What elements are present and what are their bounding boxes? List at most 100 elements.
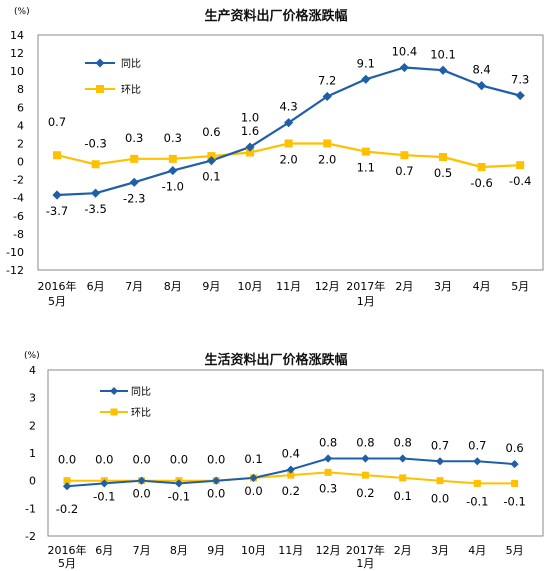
y-unit-label: (%): [24, 351, 40, 361]
y-tick-label: -2: [25, 530, 36, 543]
y-tick-label: 6: [17, 101, 24, 114]
y-tick-label: 0: [17, 156, 24, 169]
y-tick-label: 2: [17, 137, 24, 150]
data-point-mom: [436, 477, 444, 485]
data-label-mom: 0.3: [319, 481, 337, 495]
data-point-yoy: [477, 81, 487, 91]
data-point-mom: [324, 468, 332, 476]
x-tick-label: 2016年: [38, 279, 77, 293]
x-tick-label: 12月: [316, 544, 341, 557]
data-label-yoy: -0.2: [56, 502, 78, 516]
x-tick-label: 10月: [238, 280, 263, 293]
data-point-yoy: [52, 190, 62, 200]
y-tick-label: -1: [25, 502, 36, 515]
data-point-yoy: [361, 74, 371, 84]
x-tick-label: 11月: [276, 280, 301, 293]
data-label-mom: 0.6: [202, 125, 220, 139]
data-point-mom: [439, 153, 447, 162]
data-label-yoy: 0.7: [431, 438, 449, 452]
data-label-yoy: 7.2: [318, 73, 336, 87]
legend-marker-yoy: [95, 58, 105, 68]
data-label-yoy: 0.0: [207, 487, 225, 501]
data-point-mom: [511, 479, 519, 487]
y-axis-ticks: 4 3 2 1 0 -1 -2: [25, 364, 36, 543]
x-tick-label: 6月: [95, 544, 113, 557]
x-tick-label: 7月: [125, 280, 143, 293]
data-labels: -3.7 -3.5 -2.3 -1.0 0.1 1.6 4.3 7.2 9.1 10.4 10.1 8…: [46, 45, 532, 218]
series-markers: [52, 62, 525, 200]
data-point-mom: [361, 471, 369, 479]
data-label-yoy: -2.3: [123, 191, 145, 205]
data-label-mom: 0.2: [356, 486, 374, 500]
data-label-mom: 0.0: [132, 453, 150, 467]
data-point-yoy: [212, 476, 221, 485]
data-label-mom: 0.5: [434, 166, 452, 180]
legend-label-mom: 环比: [121, 84, 141, 96]
data-label-mom: 2.0: [279, 152, 297, 166]
y-tick-label: 4: [17, 119, 24, 132]
series-markers: [62, 454, 519, 491]
x-tick-label: 6月: [87, 280, 105, 293]
x-tick-label: 5月: [511, 280, 529, 293]
x-tick-label: 9月: [207, 544, 225, 557]
x-tick-label: 4月: [468, 544, 486, 557]
data-label-yoy: 4.3: [279, 100, 297, 114]
data-label-mom: 2.0: [318, 152, 336, 166]
x-tick-label-line2: 5月: [48, 295, 66, 308]
data-label-mom: -0.6: [470, 176, 492, 190]
data-point-mom: [287, 471, 295, 479]
legend-marker-mom: [96, 85, 104, 93]
x-tick-label: 2017年: [346, 279, 385, 293]
data-label-yoy: 0.8: [319, 436, 337, 450]
legend-label-yoy: 同比: [131, 386, 151, 398]
data-point-yoy: [473, 457, 482, 466]
data-point-yoy: [91, 188, 101, 198]
y-unit-label: (%): [14, 7, 30, 17]
data-point-yoy: [438, 65, 448, 75]
data-point-mom: [516, 161, 525, 170]
x-tick-label: 8月: [164, 280, 182, 293]
data-point-mom: [477, 162, 486, 171]
x-tick-label: 2月: [395, 280, 413, 293]
data-point-mom: [399, 474, 407, 482]
y-tick-label: -8: [13, 228, 24, 241]
data-label-mom: -0.1: [503, 494, 525, 508]
data-label-yoy: 0.8: [356, 436, 374, 450]
data-label-yoy: -1.0: [162, 180, 184, 194]
y-tick-label: 1: [29, 447, 36, 460]
x-tick-label: 2017年: [346, 543, 385, 557]
x-tick-label: 12月: [315, 280, 340, 293]
data-label-mom: 0.1: [394, 489, 412, 503]
legend-marker-mom: [110, 408, 118, 416]
data-label-mom: -0.3: [84, 136, 106, 150]
data-point-yoy: [62, 482, 72, 491]
data-label-yoy: -0.1: [168, 489, 190, 503]
x-tick-label: 2月: [394, 544, 412, 557]
x-tick-label: 3月: [434, 280, 452, 293]
x-tick-label: 7月: [133, 544, 151, 557]
data-label-yoy: 0.0: [132, 487, 150, 501]
data-label-yoy: 0.1: [202, 170, 220, 184]
y-tick-label: 14: [10, 29, 24, 42]
y-tick-label: 8: [17, 83, 24, 96]
data-label-mom: 0.3: [164, 131, 182, 145]
data-point-yoy: [168, 165, 178, 176]
data-label-yoy: 9.1: [357, 56, 375, 70]
x-tick-label: 4月: [473, 280, 491, 293]
data-label-yoy: 0.6: [505, 441, 523, 455]
x-tick-label-line2: 5月: [58, 557, 76, 570]
x-tick-label: 5月: [506, 544, 524, 557]
chart-title: 生活资料出厂价格涨跌幅: [204, 352, 347, 368]
data-point-mom: [130, 154, 139, 163]
data-point-mom: [168, 154, 177, 163]
data-point-yoy: [322, 91, 332, 102]
data-label-yoy: -3.7: [46, 204, 68, 218]
data-label-yoy: 0.7: [468, 438, 486, 452]
x-tick-label: 11月: [278, 544, 303, 557]
legend: 同比 环比: [100, 386, 151, 419]
chart-production-materials: 生产资料出厂价格涨跌幅 (%) 14 12 10 8 6 4 2 0 -2 -4 -6 -8 -10 -1…: [6, 7, 544, 308]
data-point-yoy: [435, 457, 445, 466]
